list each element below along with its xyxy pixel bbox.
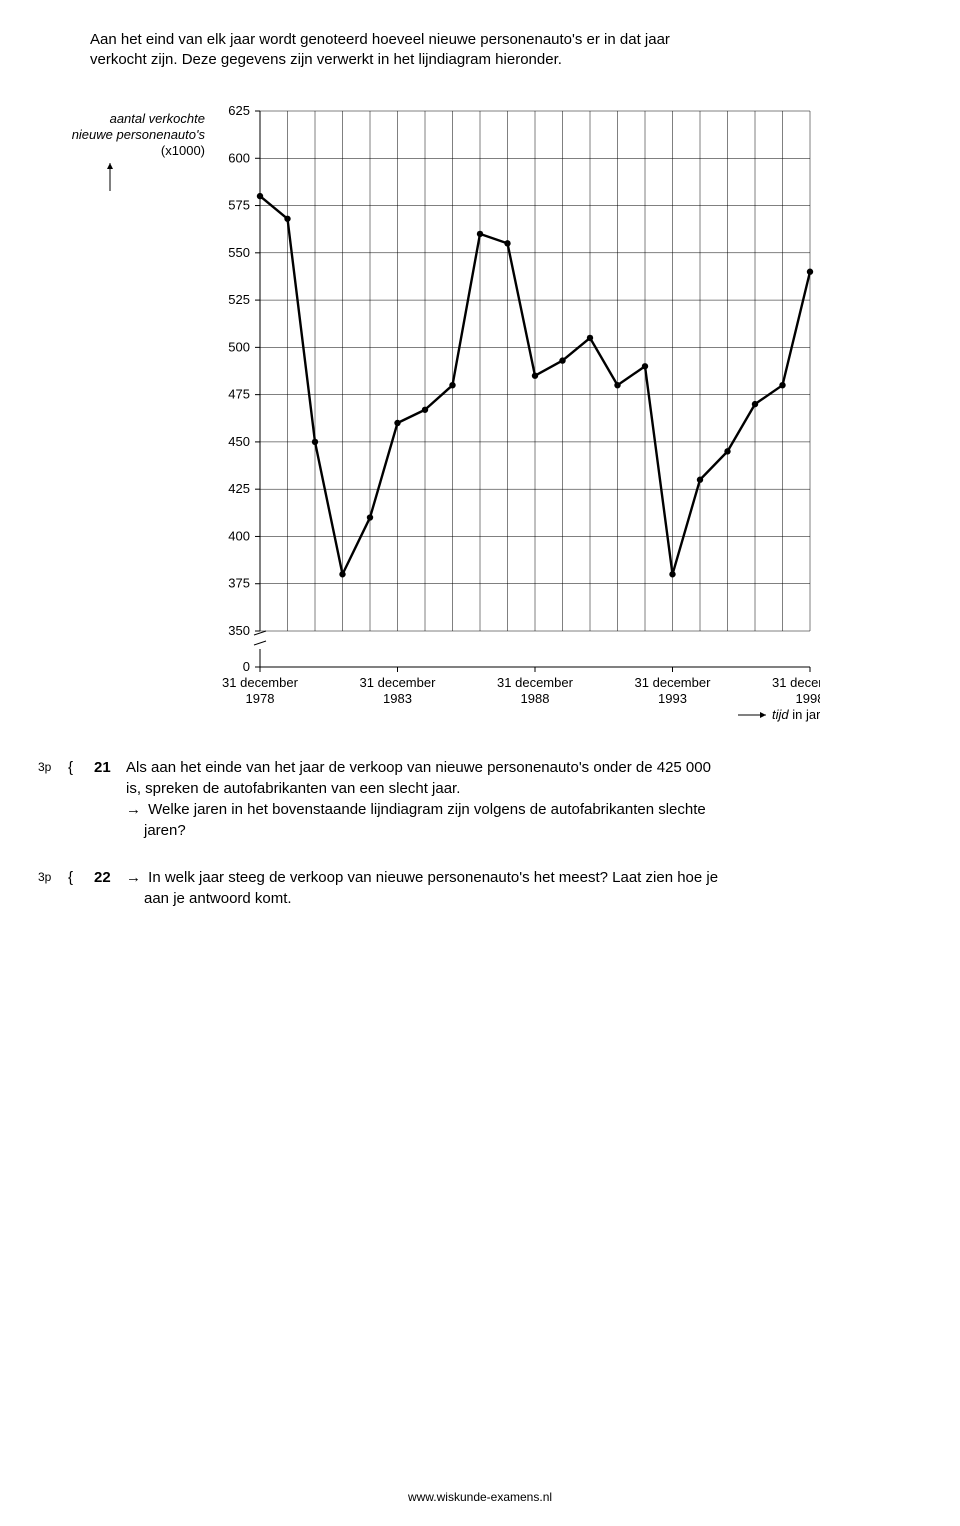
arrow-icon: → [126,867,144,888]
svg-text:31 december: 31 december [497,675,574,690]
line-chart: 0 350 375 400 425 450 475 500 525 550 575 600 625 31 … [40,91,820,731]
question-21: 3p { 21 Als aan het einde van het jaar d… [90,757,870,841]
points-label: 3p [38,757,68,776]
question-number: 21 [94,757,126,778]
ring-marker: { [68,757,94,778]
svg-text:550: 550 [228,244,250,259]
svg-text:1983: 1983 [383,691,412,706]
question-number: 22 [94,867,126,888]
svg-text:625: 625 [228,103,250,118]
q21-line-1: Als aan het einde van het jaar de verkoo… [126,759,711,776]
q22-line-1: In welk jaar steeg de verkoop van nieuwe… [148,869,718,886]
svg-text:400: 400 [228,528,250,543]
svg-text:tijd in jaren: tijd in jaren [772,707,820,722]
svg-text:1988: 1988 [521,691,550,706]
points-label: 3p [38,867,68,886]
svg-text:500: 500 [228,339,250,354]
svg-text:450: 450 [228,433,250,448]
chart-container: 0 350 375 400 425 450 475 500 525 550 575 600 625 31 … [40,91,820,731]
intro-text: Aan het eind van elk jaar wordt genoteer… [90,30,870,71]
svg-text:600: 600 [228,150,250,165]
page: Aan het eind van elk jaar wordt genoteer… [0,0,960,1526]
svg-text:425: 425 [228,481,250,496]
svg-text:1993: 1993 [658,691,687,706]
svg-text:nieuwe personenauto's: nieuwe personenauto's [72,127,206,142]
arrow-icon: → [126,799,144,820]
question-text: → In welk jaar steeg de verkoop van nieu… [126,867,870,909]
svg-text:350: 350 [228,623,250,638]
svg-text:(x1000): (x1000) [161,143,205,158]
intro-line-1: Aan het eind van elk jaar wordt genoteer… [90,31,670,48]
svg-text:31 december: 31 december [222,675,299,690]
svg-text:aantal verkochte: aantal verkochte [110,111,205,126]
svg-text:31 december: 31 december [772,675,820,690]
q21-arrow-line-1: Welke jaren in het bovenstaande lijndiag… [148,801,706,818]
ring-marker: { [68,867,94,888]
question-text: Als aan het einde van het jaar de verkoo… [126,757,870,841]
svg-text:0: 0 [243,659,250,674]
intro-line-2: verkocht zijn. Deze gegevens zijn verwer… [90,51,562,68]
svg-text:1978: 1978 [246,691,275,706]
svg-text:1998: 1998 [796,691,820,706]
svg-text:375: 375 [228,575,250,590]
question-22: 3p { 22 → In welk jaar steeg de verkoop … [90,867,870,909]
svg-text:525: 525 [228,292,250,307]
svg-text:575: 575 [228,197,250,212]
q21-line-2: is, spreken de autofabrikanten van een s… [126,780,460,797]
q22-line-2: aan je antwoord komt. [144,890,292,907]
q21-arrow-line-2: jaren? [144,822,186,839]
svg-text:31 december: 31 december [360,675,437,690]
svg-text:475: 475 [228,386,250,401]
svg-text:31 december: 31 december [635,675,712,690]
page-footer: www.wiskunde-examens.nl [0,1490,960,1504]
